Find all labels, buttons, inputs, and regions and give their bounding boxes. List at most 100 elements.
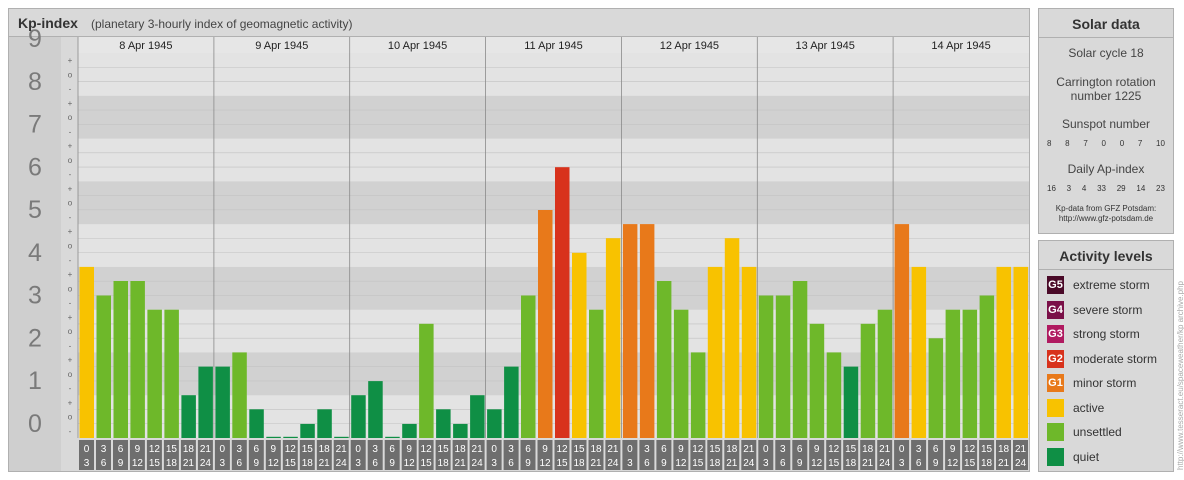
y-subtick-label: o	[68, 113, 73, 122]
interval-cell	[656, 440, 672, 470]
interval-start-label: 21	[1015, 444, 1027, 455]
grid-band	[78, 238, 1029, 253]
interval-start-label: 9	[814, 444, 820, 455]
interval-cell	[180, 440, 196, 470]
interval-cell	[1013, 440, 1028, 470]
interval-end-label: 24	[1015, 458, 1027, 469]
interval-cell	[435, 440, 451, 470]
y-subtick-label: -	[69, 85, 72, 94]
interval-cell	[605, 440, 621, 470]
y-subtick-label: -	[69, 170, 72, 179]
interval-cell	[401, 440, 417, 470]
kp-bar	[504, 366, 519, 438]
interval-end-label: 12	[947, 458, 959, 469]
interval-cell	[554, 440, 570, 470]
interval-end-label: 6	[101, 458, 107, 469]
kp-bar	[351, 395, 366, 438]
kp-bar	[962, 309, 978, 438]
interval-cell	[979, 440, 995, 470]
interval-end-label: 12	[675, 458, 687, 469]
y-subtick-label: +	[68, 270, 73, 279]
legend-item: quiet	[1047, 447, 1099, 467]
kp-bar	[96, 295, 111, 438]
y-subtick-label: +	[68, 142, 73, 151]
interval-cell	[163, 440, 179, 470]
interval-end-label: 9	[661, 458, 667, 469]
interval-end-label: 18	[166, 458, 178, 469]
sunspot-value: 7	[1137, 139, 1143, 148]
interval-start-label: 12	[828, 444, 840, 455]
watermark: http://www.tesseract.eu/spaceweather/kp …	[1176, 281, 1184, 470]
kp-bar	[266, 436, 281, 438]
interval-start-label: 12	[149, 444, 161, 455]
legend-swatch	[1047, 398, 1064, 417]
ap-value: 3	[1066, 184, 1072, 193]
interval-cell	[113, 440, 128, 470]
y-subtick-label: -	[69, 427, 72, 436]
interval-cell	[673, 440, 689, 470]
interval-end-label: 9	[389, 458, 395, 469]
interval-end-label: 15	[149, 458, 161, 469]
interval-cell	[503, 440, 519, 470]
kp-bar	[775, 295, 791, 438]
kp-bar	[690, 352, 706, 438]
interval-start-label: 0	[491, 444, 497, 455]
kp-bar	[673, 309, 689, 438]
interval-cell	[911, 440, 927, 470]
interval-end-label: 6	[780, 458, 786, 469]
kp-bar	[877, 309, 893, 438]
interval-cell	[826, 440, 842, 470]
interval-end-label: 18	[573, 458, 585, 469]
interval-start-label: 6	[389, 444, 395, 455]
interval-start-label: 3	[644, 444, 650, 455]
interval-end-label: 3	[899, 458, 905, 469]
y-subtick-label: +	[68, 356, 73, 365]
interval-start-label: 3	[916, 444, 922, 455]
interval-start-label: 0	[899, 444, 905, 455]
interval-cell	[265, 440, 281, 470]
y-subtick-label: o	[68, 70, 73, 79]
interval-end-label: 3	[627, 458, 633, 469]
y-subtick-label: +	[68, 313, 73, 322]
interval-end-label: 3	[763, 458, 769, 469]
interval-end-label: 24	[743, 458, 755, 469]
kp-bar	[181, 395, 196, 438]
sunspot-value: 10	[1156, 139, 1165, 148]
legend-label: unsettled	[1073, 425, 1122, 439]
y-subtick-label: +	[68, 398, 73, 407]
grid-band	[78, 295, 1029, 310]
legend-label: strong storm	[1073, 327, 1140, 341]
interval-cell	[469, 440, 485, 470]
interval-end-label: 6	[644, 458, 650, 469]
kp-bar	[979, 295, 995, 438]
credit-link[interactable]: http://www.gfz-potsdam.de	[1058, 214, 1154, 223]
kp-bar	[487, 409, 502, 438]
interval-end-label: 9	[525, 458, 531, 469]
interval-end-label: 24	[879, 458, 891, 469]
y-tick-label: 5	[28, 196, 42, 224]
interval-end-label: 15	[828, 458, 840, 469]
y-tick-label: 3	[28, 282, 42, 310]
interval-end-label: 24	[607, 458, 619, 469]
interval-end-label: 15	[964, 458, 976, 469]
sunspot-value: 7	[1083, 139, 1088, 148]
grid-band	[78, 138, 1029, 153]
legend-swatch: G4	[1047, 300, 1064, 319]
interval-start-label: 15	[166, 444, 178, 455]
legend-label: extreme storm	[1073, 278, 1150, 292]
ap-values: 16 3 4 33 29 14 23	[1047, 184, 1165, 193]
legend-label: moderate storm	[1073, 351, 1158, 366]
interval-end-label: 18	[438, 458, 450, 469]
interval-end-label: 21	[319, 458, 331, 469]
interval-cell	[996, 440, 1011, 470]
ap-value: 33	[1097, 184, 1106, 193]
day-label: 9 Apr 1945	[255, 40, 308, 52]
kp-bar	[147, 309, 162, 438]
interval-end-label: 6	[237, 458, 243, 469]
kp-bar	[79, 266, 94, 438]
interval-cell	[316, 440, 332, 470]
kp-bar	[385, 436, 400, 438]
interval-end-label: 12	[268, 458, 280, 469]
sunspot-values: 8 8 7 0 0 7 10	[1047, 139, 1165, 148]
